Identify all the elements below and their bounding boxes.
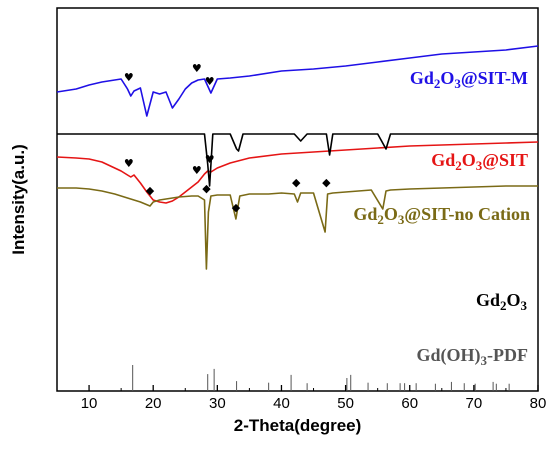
- x-tick-label: 70: [466, 395, 483, 412]
- diamond-marker: ◆: [322, 176, 331, 189]
- series-line-gd2o3-sit-no-cation: [57, 185, 538, 270]
- series-label-gd-oh-3-pdf: Gd(OH)3-PDF: [417, 345, 529, 368]
- diamond-marker: ◆: [292, 176, 301, 189]
- x-axis-title: 2-Theta(degree): [234, 416, 362, 435]
- reference-pattern: [132, 365, 510, 391]
- series-line-gd2o3: [57, 133, 538, 187]
- heart-marker: ♥: [124, 157, 134, 170]
- x-tick-label: 20: [145, 395, 162, 412]
- peak-markers: ♥♥♥♥♥♥◆ ◆◆◆ ◆: [124, 62, 331, 214]
- x-tick-label: 50: [337, 395, 354, 412]
- x-tick-label: 10: [81, 395, 98, 412]
- series-label-gd2o3-sit-no-cation: Gd2O3@SIT-no Cation: [353, 204, 530, 227]
- series-layer: [56, 45, 539, 270]
- x-tick-label: 60: [401, 395, 418, 412]
- x-tick-label: 40: [273, 395, 290, 412]
- series-label-gd2o3: Gd2O3: [476, 290, 528, 313]
- x-tick-label: 30: [209, 395, 226, 412]
- series-label-gd2o3-sit-m: Gd2O3@SIT-M: [410, 68, 528, 91]
- heart-marker: ♥: [205, 153, 215, 166]
- heart-marker: ♥: [192, 164, 202, 177]
- series-line-gd2o3-sit: [56, 141, 539, 204]
- plot-frame: [56, 7, 539, 392]
- series-line-gd2o3-sit-m: [56, 45, 539, 117]
- diamond-marker: ◆: [232, 201, 241, 214]
- heart-marker: ♥: [124, 71, 134, 84]
- diamond-marker: ◆: [146, 184, 155, 197]
- series-labels: Gd2O3@SIT-M Gd2O3@SIT Gd2O3@SIT-no Cation G…: [353, 68, 530, 368]
- x-tick-label: 80: [530, 395, 547, 412]
- heart-marker: ♥: [192, 62, 202, 75]
- heart-marker: ♥: [205, 75, 215, 88]
- series-label-gd2o3-sit: Gd2O3@SIT: [431, 150, 528, 173]
- y-axis-title: Intensity(a.u.): [9, 144, 28, 255]
- diamond-marker: ◆: [202, 182, 211, 195]
- x-axis-ticks: 10 20 30 40 50 60 70 80: [56, 385, 547, 412]
